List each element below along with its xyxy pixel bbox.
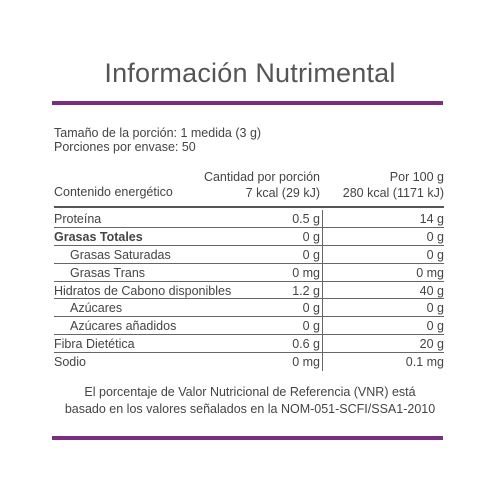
column-divider [322, 353, 323, 372]
per-serving-value: 0.5 g [292, 212, 320, 226]
footnote-line-1: El porcentaje de Valor Nutricional de Re… [84, 385, 416, 399]
per-100g-value: 14 g [419, 212, 444, 226]
column-divider [322, 317, 323, 335]
nutrient-name: Azúcares [70, 301, 123, 316]
bottom-accent-bar [52, 436, 443, 440]
table-header: Contenido energético Cantidad por porció… [54, 167, 444, 205]
nutrient-name: Grasas Totales [54, 229, 143, 244]
per-serving-value: 1.2 g [292, 283, 320, 298]
column-divider [322, 281, 323, 299]
per-serving-value: 0 g [302, 247, 320, 262]
column-divider [322, 227, 323, 245]
per-serving-value: 0 g [302, 229, 320, 244]
footnote-line-2: basado en los valores señalados en la NO… [64, 402, 436, 416]
per-serving-value: 0.6 g [292, 337, 320, 352]
per-serving-value: 0 mg [292, 355, 320, 370]
top-accent-bar [52, 101, 443, 105]
table-row: Azúcares añadidos 0 g 0 g [54, 317, 444, 336]
per-100g-title: Por 100 g [389, 170, 444, 184]
per-serving-header: Cantidad por porción 7 kcal (29 kJ) [204, 169, 320, 201]
column-divider [322, 210, 323, 227]
energy-label: Contenido energético [54, 185, 173, 199]
column-divider [322, 245, 323, 263]
per-100g-value: 0 g [426, 229, 444, 244]
nutrient-name: Grasas Saturadas [70, 247, 171, 262]
per-100g-value: 0 g [426, 247, 444, 262]
per-100g-value: 0 mg [416, 265, 444, 280]
nutrient-name: Azúcares añadidos [70, 319, 177, 334]
per-serving-title: Cantidad por porción [203, 170, 320, 184]
serving-info: Tamaño de la porción: 1 medida (3 g) Por… [54, 126, 261, 154]
per-100g-value: 0 g [426, 319, 444, 334]
footnote: El porcentaje de Valor Nutricional de Re… [0, 384, 500, 418]
column-divider [322, 335, 323, 353]
table-row: Fibra Dietética 0.6 g 20 g [54, 335, 444, 354]
header-divider [54, 206, 444, 208]
page-title: Información Nutrimental [104, 58, 396, 88]
table-row: Grasas Totales 0 g 0 g [54, 227, 444, 246]
column-divider [322, 299, 323, 317]
per-serving-energy: 7 kcal (29 kJ) [245, 186, 320, 200]
nutrient-name: Grasas Trans [70, 265, 146, 280]
per-serving-value: 0 g [302, 319, 320, 334]
nutrient-name: Sodio [54, 355, 86, 370]
table-row: Grasas Trans 0 mg 0 mg [54, 263, 444, 282]
per-100g-value: 40 g [419, 283, 444, 298]
table-row: Grasas Saturadas 0 g 0 g [54, 245, 444, 264]
table-row: Proteína 0.5 g 14 g [54, 210, 444, 228]
per-100g-energy: 280 kcal (1171 kJ) [342, 186, 444, 200]
servings-per-container: Porciones por envase: 50 [54, 140, 196, 154]
per-100g-value: 0.1 mg [405, 355, 444, 370]
table-row: Hidratos de Cabono disponibles 1.2 g 40 g [54, 281, 444, 300]
table-row: Azúcares 0 g 0 g [54, 299, 444, 318]
per-serving-value: 0 g [302, 301, 320, 316]
serving-size: Tamaño de la porción: 1 medida (3 g) [54, 126, 262, 140]
per-100g-value: 20 g [419, 337, 444, 352]
per-serving-value: 0 mg [292, 265, 320, 280]
nutrient-name: Proteína [54, 212, 102, 226]
nutrient-name: Hidratos de Cabono disponibles [54, 283, 232, 298]
nutrient-name: Fibra Dietética [54, 337, 135, 352]
per-100g-value: 0 g [426, 301, 444, 316]
table-row: Sodio 0 mg 0.1 mg [54, 353, 444, 372]
column-divider [322, 263, 323, 281]
per-100g-header: Por 100 g 280 kcal (1171 kJ) [343, 169, 444, 201]
